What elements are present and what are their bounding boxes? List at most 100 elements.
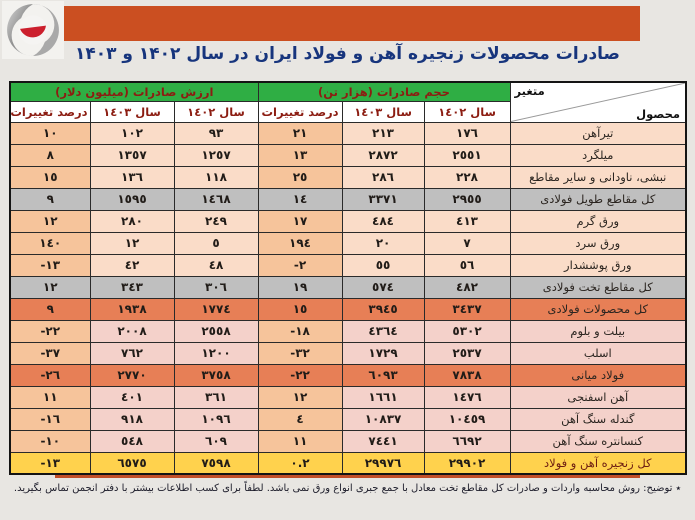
value-1402-cell: ٣٧٥٨ [173,363,259,387]
product-cell: گندله سنگ آهن [509,407,687,431]
value-change-cell: ٨ [9,143,91,167]
volume-1402-cell: ٤٨٢ [423,275,511,299]
product-cell: کل مقاطع طویل فولادی [509,187,687,211]
table-row: ورق سرد ٧ ٢٠ ١٩٤ ٥ ١٢ ١٤٠ [9,231,687,255]
value-change-cell: -٢٦ [9,363,91,387]
group-header-value: ارزش صادرات (میلیون دلار) [9,81,259,102]
volume-change-cell: -٣٢ [257,341,343,365]
volume-change-cell: -٢ [257,253,343,277]
volume-1403-cell: ٥٥ [341,253,425,277]
value-1403-cell: ٢٨٠ [89,209,175,233]
corner-product-label: محصول [636,106,681,121]
volume-1403-cell: ٦٠٩٣ [341,363,425,387]
table-row: فولاد میانی ٧٨٣٨ ٦٠٩٣ -٢٢ ٣٧٥٨ ٢٧٧٠ -٢٦ [9,363,687,387]
footnote: ٭ توضیح: روش محاسبه واردات و صادرات کل م… [13,483,682,494]
value-1402-cell: ١٢٥٧ [173,143,259,167]
volume-1402-cell: ١٠٤٥٩ [423,407,511,431]
value-1403-cell: ٧٦٢ [89,341,175,365]
product-cell: میلگرد [509,143,687,167]
volume-1402-cell: ٢٢٨ [423,165,511,189]
table-row: تیرآهن ١٧٦ ٢١٣ ٢١ ٩٣ ١٠٢ ١٠ [9,121,687,145]
volume-1402-cell: ٢٩٥٥ [423,187,511,211]
table-row: اسلب ٢٥٣٧ ١٧٢٩ -٣٢ ١٢٠٠ ٧٦٢ -٣٧ [9,341,687,365]
value-change-cell: ١٥ [9,165,91,189]
value-1403-cell: ٢٠٠٨ [89,319,175,343]
volume-1403-cell: ٣٩٤٥ [341,297,425,321]
exports-table: متغیر محصول حجم صادرات (هزار تن) ارزش صا… [9,81,688,475]
value-1402-cell: ١٢٠٠ [173,341,259,365]
value-1403-cell: ٩١٨ [89,407,175,431]
product-cell: کل مقاطع تخت فولادی [509,275,687,299]
volume-1403-cell: ٢٨٧٢ [341,143,425,167]
subheader-volume-change: درصد تغییرات [257,100,343,123]
volume-1402-cell: ١٧٦ [423,121,511,145]
value-change-cell: -٣٧ [9,341,91,365]
table-header: متغیر محصول حجم صادرات (هزار تن) ارزش صا… [9,81,687,123]
footer-divider [55,475,640,478]
table-row: میلگرد ٢٥٥١ ٢٨٧٢ ١٣ ١٢٥٧ ١٣٥٧ ٨ [9,143,687,167]
product-cell: ورق سرد [509,231,687,255]
volume-1402-cell: ٢٩٩٠٢ [423,451,511,475]
table-row: ورق گرم ٤١٣ ٤٨٤ ١٧ ٢٤٩ ٢٨٠ ١٢ [9,209,687,233]
table-body: تیرآهن ١٧٦ ٢١٣ ٢١ ٩٣ ١٠٢ ١٠ میلگرد ٢٥٥١ ٢٨٧٢ ١٣ ١٢٥… [9,121,687,475]
value-1402-cell: ٦٠٩ [173,429,259,453]
value-1402-cell: ٥ [173,231,259,255]
table-row: آهن اسفنجی ١٤٧٦ ١٦٦١ ١٢ ٣٦١ ٤٠١ ١١ [9,385,687,409]
product-cell: کنسانتره سنگ آهن [509,429,687,453]
value-change-cell: ١٤٠ [9,231,91,255]
volume-change-cell: ١٩٤ [257,231,343,255]
product-cell: اسلب [509,341,687,365]
product-cell: ورق گرم [509,209,687,233]
product-cell: کل زنجیره آهن و فولاد [509,451,687,475]
volume-1403-cell: ٢٩٩٧٦ [341,451,425,475]
volume-change-cell: ١٥ [257,297,343,321]
volume-1402-cell: ٢٥٥١ [423,143,511,167]
volume-change-cell: ١٤ [257,187,343,211]
value-1403-cell: ١٣٦ [89,165,175,189]
volume-change-cell: ٢١ [257,121,343,145]
table-row: نبشی، ناودانی و سایر مقاطع ٢٢٨ ٢٨٦ ٢٥ ١١٨ ١٣٦… [9,165,687,189]
value-1402-cell: ٢٥٥٨ [173,319,259,343]
diagonal-divider [511,83,686,122]
table-row: کل مقاطع تخت فولادی ٤٨٢ ٥٧٤ ١٩ ٣٠٦ ٣٤٣ ١٢ [9,275,687,299]
group-header-row: متغیر محصول حجم صادرات (هزار تن) ارزش صا… [9,81,687,123]
table-row: بیلت و بلوم ٥٣٠٢ ٤٣٦٤ -١٨ ٢٥٥٨ ٢٠٠٨ -٢٢ [9,319,687,343]
volume-1403-cell: ١٦٦١ [341,385,425,409]
value-1403-cell: ١٥٩٥ [89,187,175,211]
value-1403-cell: ٢٧٧٠ [89,363,175,387]
corner-cell: متغیر محصول [509,81,687,123]
value-1402-cell: ٢٤٩ [173,209,259,233]
volume-1403-cell: ٣٣٧١ [341,187,425,211]
volume-1402-cell: ١٤٧٦ [423,385,511,409]
volume-1402-cell: ٤١٣ [423,209,511,233]
volume-change-cell: -١٨ [257,319,343,343]
value-1403-cell: ١٢ [89,231,175,255]
value-change-cell: ١٠ [9,121,91,145]
volume-change-cell: ١٩ [257,275,343,299]
page-title: صادرات محصولات زنجیره آهن و فولاد ایران … [75,44,620,64]
volume-1403-cell: ٤٣٦٤ [341,319,425,343]
volume-1402-cell: ٧٨٣٨ [423,363,511,387]
value-1402-cell: ١٤٦٨ [173,187,259,211]
value-1402-cell: ٩٣ [173,121,259,145]
value-1402-cell: ١١٨ [173,165,259,189]
product-cell: فولاد میانی [509,363,687,387]
volume-change-cell: ١٣ [257,143,343,167]
volume-1402-cell: ٥٦ [423,253,511,277]
volume-change-cell: ٠.٢ [257,451,343,475]
value-1402-cell: ٣٠٦ [173,275,259,299]
subheader-value-change: درصد تغییرات [9,100,91,123]
association-logo [2,1,64,59]
volume-change-cell: -٢٢ [257,363,343,387]
volume-change-cell: ١٢ [257,385,343,409]
group-header-volume: حجم صادرات (هزار تن) [257,81,511,102]
value-1402-cell: ٣٦١ [173,385,259,409]
volume-1403-cell: ٢٠ [341,231,425,255]
value-1403-cell: ٣٤٣ [89,275,175,299]
subheader-value-1402: سال ١٤٠٢ [173,100,259,123]
table-row: گندله سنگ آهن ١٠٤٥٩ ١٠٨٣٧ ٤ ١٠٩٦ ٩١٨ -١٦ [9,407,687,431]
value-1403-cell: ٤٠١ [89,385,175,409]
subheader-volume-1403: سال ١٤٠٣ [341,100,425,123]
table-row: کل زنجیره آهن و فولاد ٢٩٩٠٢ ٢٩٩٧٦ ٠.٢ ٧٥٩٨ ٦٥… [9,451,687,475]
